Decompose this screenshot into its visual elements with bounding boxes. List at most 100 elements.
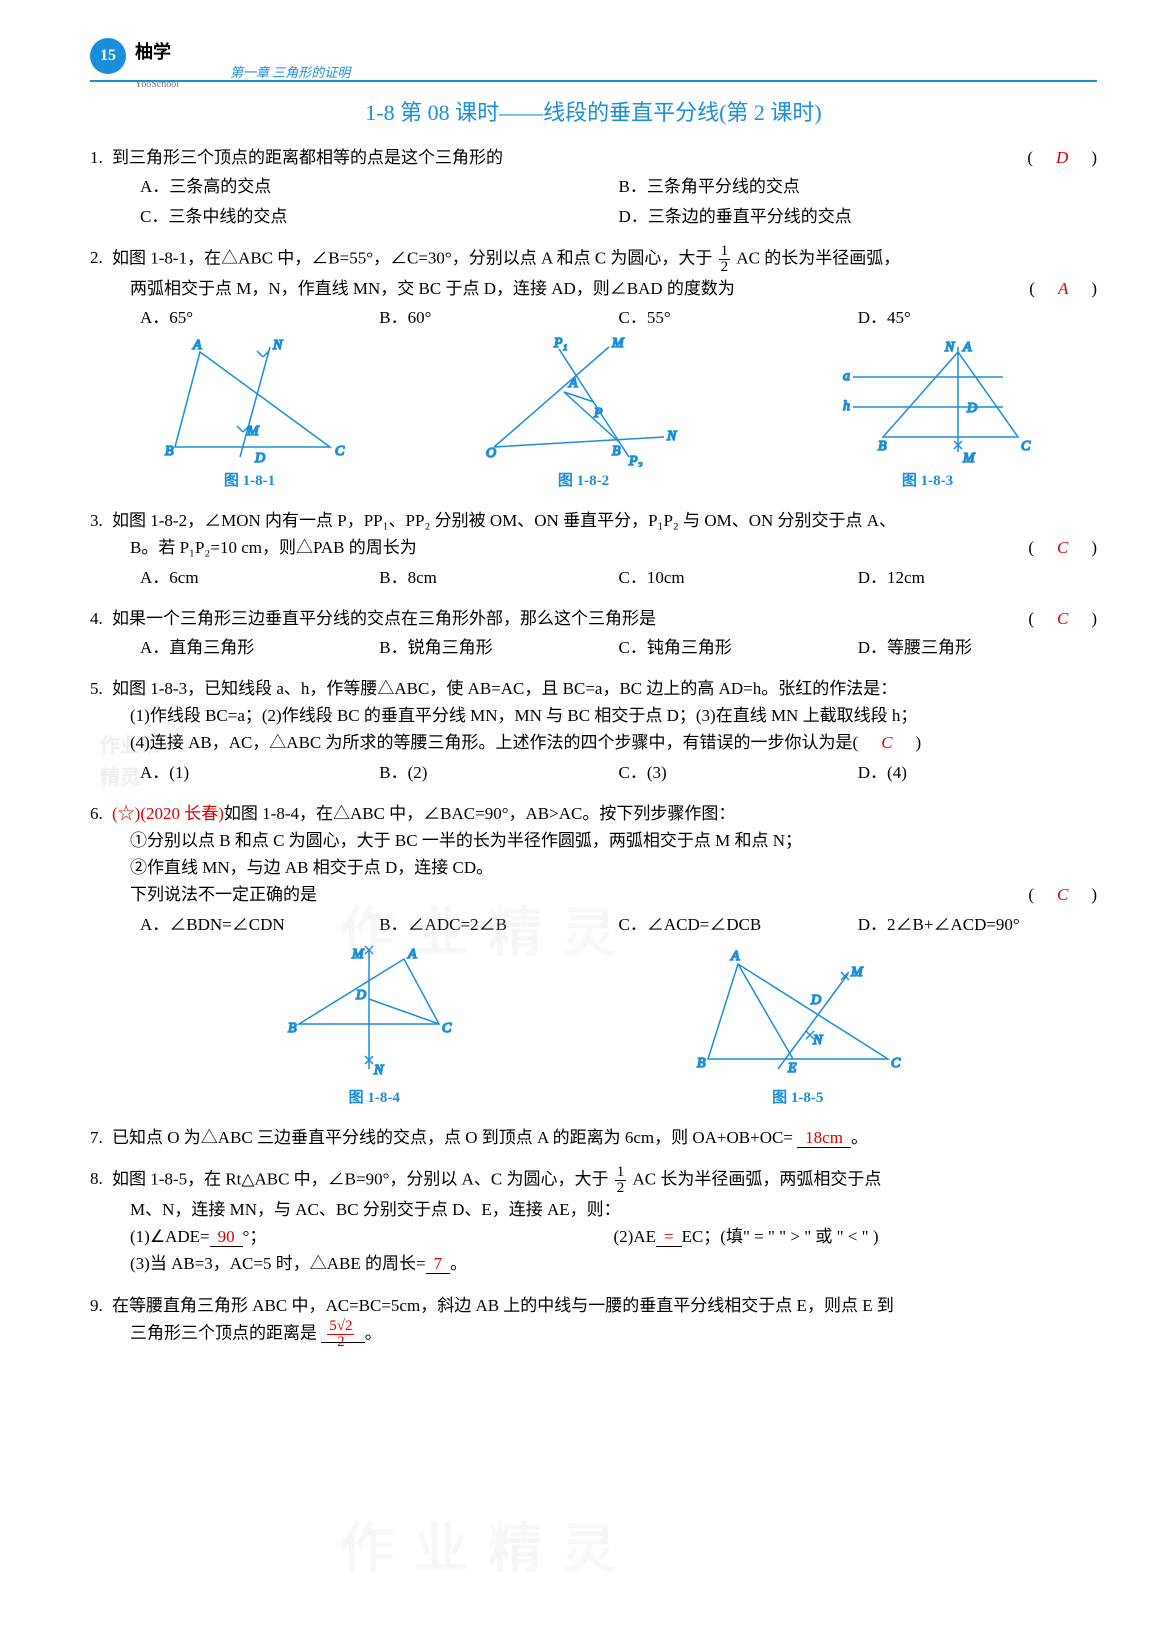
svg-text:C: C <box>442 1021 452 1036</box>
svg-text:D: D <box>966 401 977 416</box>
option-d: D．12cm <box>858 564 1097 591</box>
q-text: 三角形三个顶点的距离是 <box>130 1323 317 1342</box>
q-num: 1. <box>90 144 103 171</box>
logo-area: 柚学 YooSchool <box>135 38 179 96</box>
figure-1-8-5: A B C D M N E 图 1-8-5 <box>683 944 913 1110</box>
fraction: 1 2 <box>615 1165 627 1196</box>
svg-text:A: A <box>962 340 972 355</box>
question-2: 2. 如图 1-8-1，在△ABC 中，∠B=55°，∠C=30°，分别以点 A… <box>90 244 1097 493</box>
answer: 18cm <box>797 1128 851 1148</box>
option-b: B．(2) <box>379 759 618 786</box>
svg-text:A: A <box>407 947 417 962</box>
svg-text:N: N <box>373 1063 384 1078</box>
svg-text:D: D <box>355 988 366 1003</box>
answer-slot: ( D ) <box>1027 144 1097 171</box>
answer-slot: ( A ) <box>1029 275 1097 302</box>
svg-text:B: B <box>697 1056 706 1071</box>
q-num: 2. <box>90 244 103 271</box>
figures-row: A B C D N M 图 1-8-1 <box>90 337 1097 493</box>
option-a: A．∠BDN=∠CDN <box>140 911 379 938</box>
option-d: D．三条边的垂直平分线的交点 <box>619 203 1098 230</box>
svg-text:B: B <box>612 444 621 459</box>
question-7: 7. 已知点 O 为△ABC 三边垂直平分线的交点，点 O 到顶点 A 的距离为… <box>90 1124 1097 1151</box>
svg-text:M: M <box>351 947 365 962</box>
source-tag: (☆)(2020 长春) <box>112 804 224 823</box>
q-text: 到三角形三个顶点的距离都相等的点是这个三角形的 <box>112 148 503 167</box>
svg-text:C: C <box>1021 439 1031 454</box>
angle-icon: O M P₁ N A P B P₂ <box>474 337 694 467</box>
option-c: C．∠ACD=∠DCB <box>619 911 858 938</box>
figure-caption: 图 1-8-5 <box>683 1086 913 1110</box>
q-text: 如图 1-8-5，在 Rt△ABC 中，∠B=90°，分别以 A、C 为圆心，大… <box>112 1169 609 1188</box>
answer-slot: ( C ) <box>1028 881 1097 908</box>
svg-text:P₂: P₂ <box>628 454 643 467</box>
page-number-badge: 15 <box>90 38 126 74</box>
q-num: 3. <box>90 507 103 534</box>
option-a: A．三条高的交点 <box>140 173 619 200</box>
watermark: 作业精灵 <box>340 1506 636 1592</box>
option-a: A．直角三角形 <box>140 634 379 661</box>
svg-text:B: B <box>165 444 174 459</box>
q-text: AC 的长为半径画弧， <box>736 248 900 267</box>
option-b: B．8cm <box>379 564 618 591</box>
figure-caption: 图 1-8-3 <box>823 469 1033 493</box>
svg-text:D: D <box>254 451 265 466</box>
answer-slot: ( C ) <box>1028 605 1097 632</box>
q-text: 两弧相交于点 M，N，作直线 MN，交 BC 于点 D，连接 AD，则∠BAD … <box>130 279 735 298</box>
svg-text:B: B <box>878 439 887 454</box>
answer: C <box>1051 885 1074 904</box>
header-rule <box>90 80 1097 82</box>
figure-1-8-4: B C A D M N 图 1-8-4 <box>274 944 474 1110</box>
fraction: 1 2 <box>719 244 731 275</box>
q-num: 7. <box>90 1124 103 1151</box>
figure-caption: 图 1-8-2 <box>474 469 694 493</box>
q-text: 已知点 O 为△ABC 三边垂直平分线的交点，点 O 到顶点 A 的距离为 6c… <box>112 1128 793 1147</box>
svg-text:C: C <box>891 1056 901 1071</box>
svg-text:A: A <box>192 338 202 353</box>
q-text: B。若 P₁P₂=10 cm，则△PAB 的周长为 <box>130 538 417 557</box>
answer: D <box>1050 148 1074 167</box>
option-b: B．60° <box>379 304 618 331</box>
figure-caption: 图 1-8-1 <box>155 469 345 493</box>
logo-text: 柚学 <box>135 42 171 62</box>
part-3: (3)当 AB=3，AC=5 时，△ABE 的周长=7。 <box>130 1250 1097 1277</box>
right-triangle-icon: A B C D M N E <box>683 944 913 1084</box>
q-text: AC 长为半径画弧，两弧相交于点 <box>633 1169 882 1188</box>
option-a: A．65° <box>140 304 379 331</box>
triangle-icon: A B C D N M <box>155 337 345 467</box>
svg-text:B: B <box>288 1021 297 1036</box>
answer: C <box>875 733 898 752</box>
right-triangle-icon: B C A D M N <box>274 944 474 1084</box>
section-title: 1-8 第 08 课时——线段的垂直平分线(第 2 课时) <box>90 95 1097 130</box>
question-6: 6. (☆)(2020 长春)如图 1-8-4，在△ABC 中，∠BAC=90°… <box>90 800 1097 1110</box>
answer-slot: ( C ) <box>1028 534 1097 561</box>
answer: 90 <box>210 1227 243 1247</box>
content-area: 1-8 第 08 课时——线段的垂直平分线(第 2 课时) 1. 到三角形三个顶… <box>90 95 1097 1350</box>
option-d: D．45° <box>858 304 1097 331</box>
svg-text:M: M <box>850 965 864 980</box>
q-text: 如果一个三角形三边垂直平分线的交点在三角形外部，那么这个三角形是 <box>112 609 656 628</box>
figure-1-8-2: O M P₁ N A P B P₂ 图 1-8-2 <box>474 337 694 493</box>
figure-caption: 图 1-8-4 <box>274 1086 474 1110</box>
svg-text:N: N <box>272 338 283 353</box>
q-num: 8. <box>90 1165 103 1192</box>
figure-1-8-3: a h B C A N D M 图 1-8-3 <box>823 337 1033 493</box>
svg-text:D: D <box>810 993 821 1008</box>
svg-text:C: C <box>335 444 345 459</box>
figure-1-8-1: A B C D N M 图 1-8-1 <box>155 337 345 493</box>
svg-text:A: A <box>568 376 578 391</box>
svg-text:M: M <box>962 451 976 466</box>
q-num: 4. <box>90 605 103 632</box>
q-text: 下列说法不一定正确的是 <box>130 885 317 904</box>
option-b: B．锐角三角形 <box>379 634 618 661</box>
q-text: ②作直线 MN，与边 AB 相交于点 D，连接 CD。 <box>130 858 493 877</box>
option-a: A．6cm <box>140 564 379 591</box>
option-c: C．三条中线的交点 <box>140 203 619 230</box>
svg-text:N: N <box>944 340 955 355</box>
q-num: 5. <box>90 675 103 702</box>
svg-text:N: N <box>666 429 677 444</box>
option-c: C．钝角三角形 <box>619 634 858 661</box>
option-d: D．(4) <box>858 759 1097 786</box>
answer: = <box>656 1227 682 1247</box>
answer: A <box>1052 279 1074 298</box>
